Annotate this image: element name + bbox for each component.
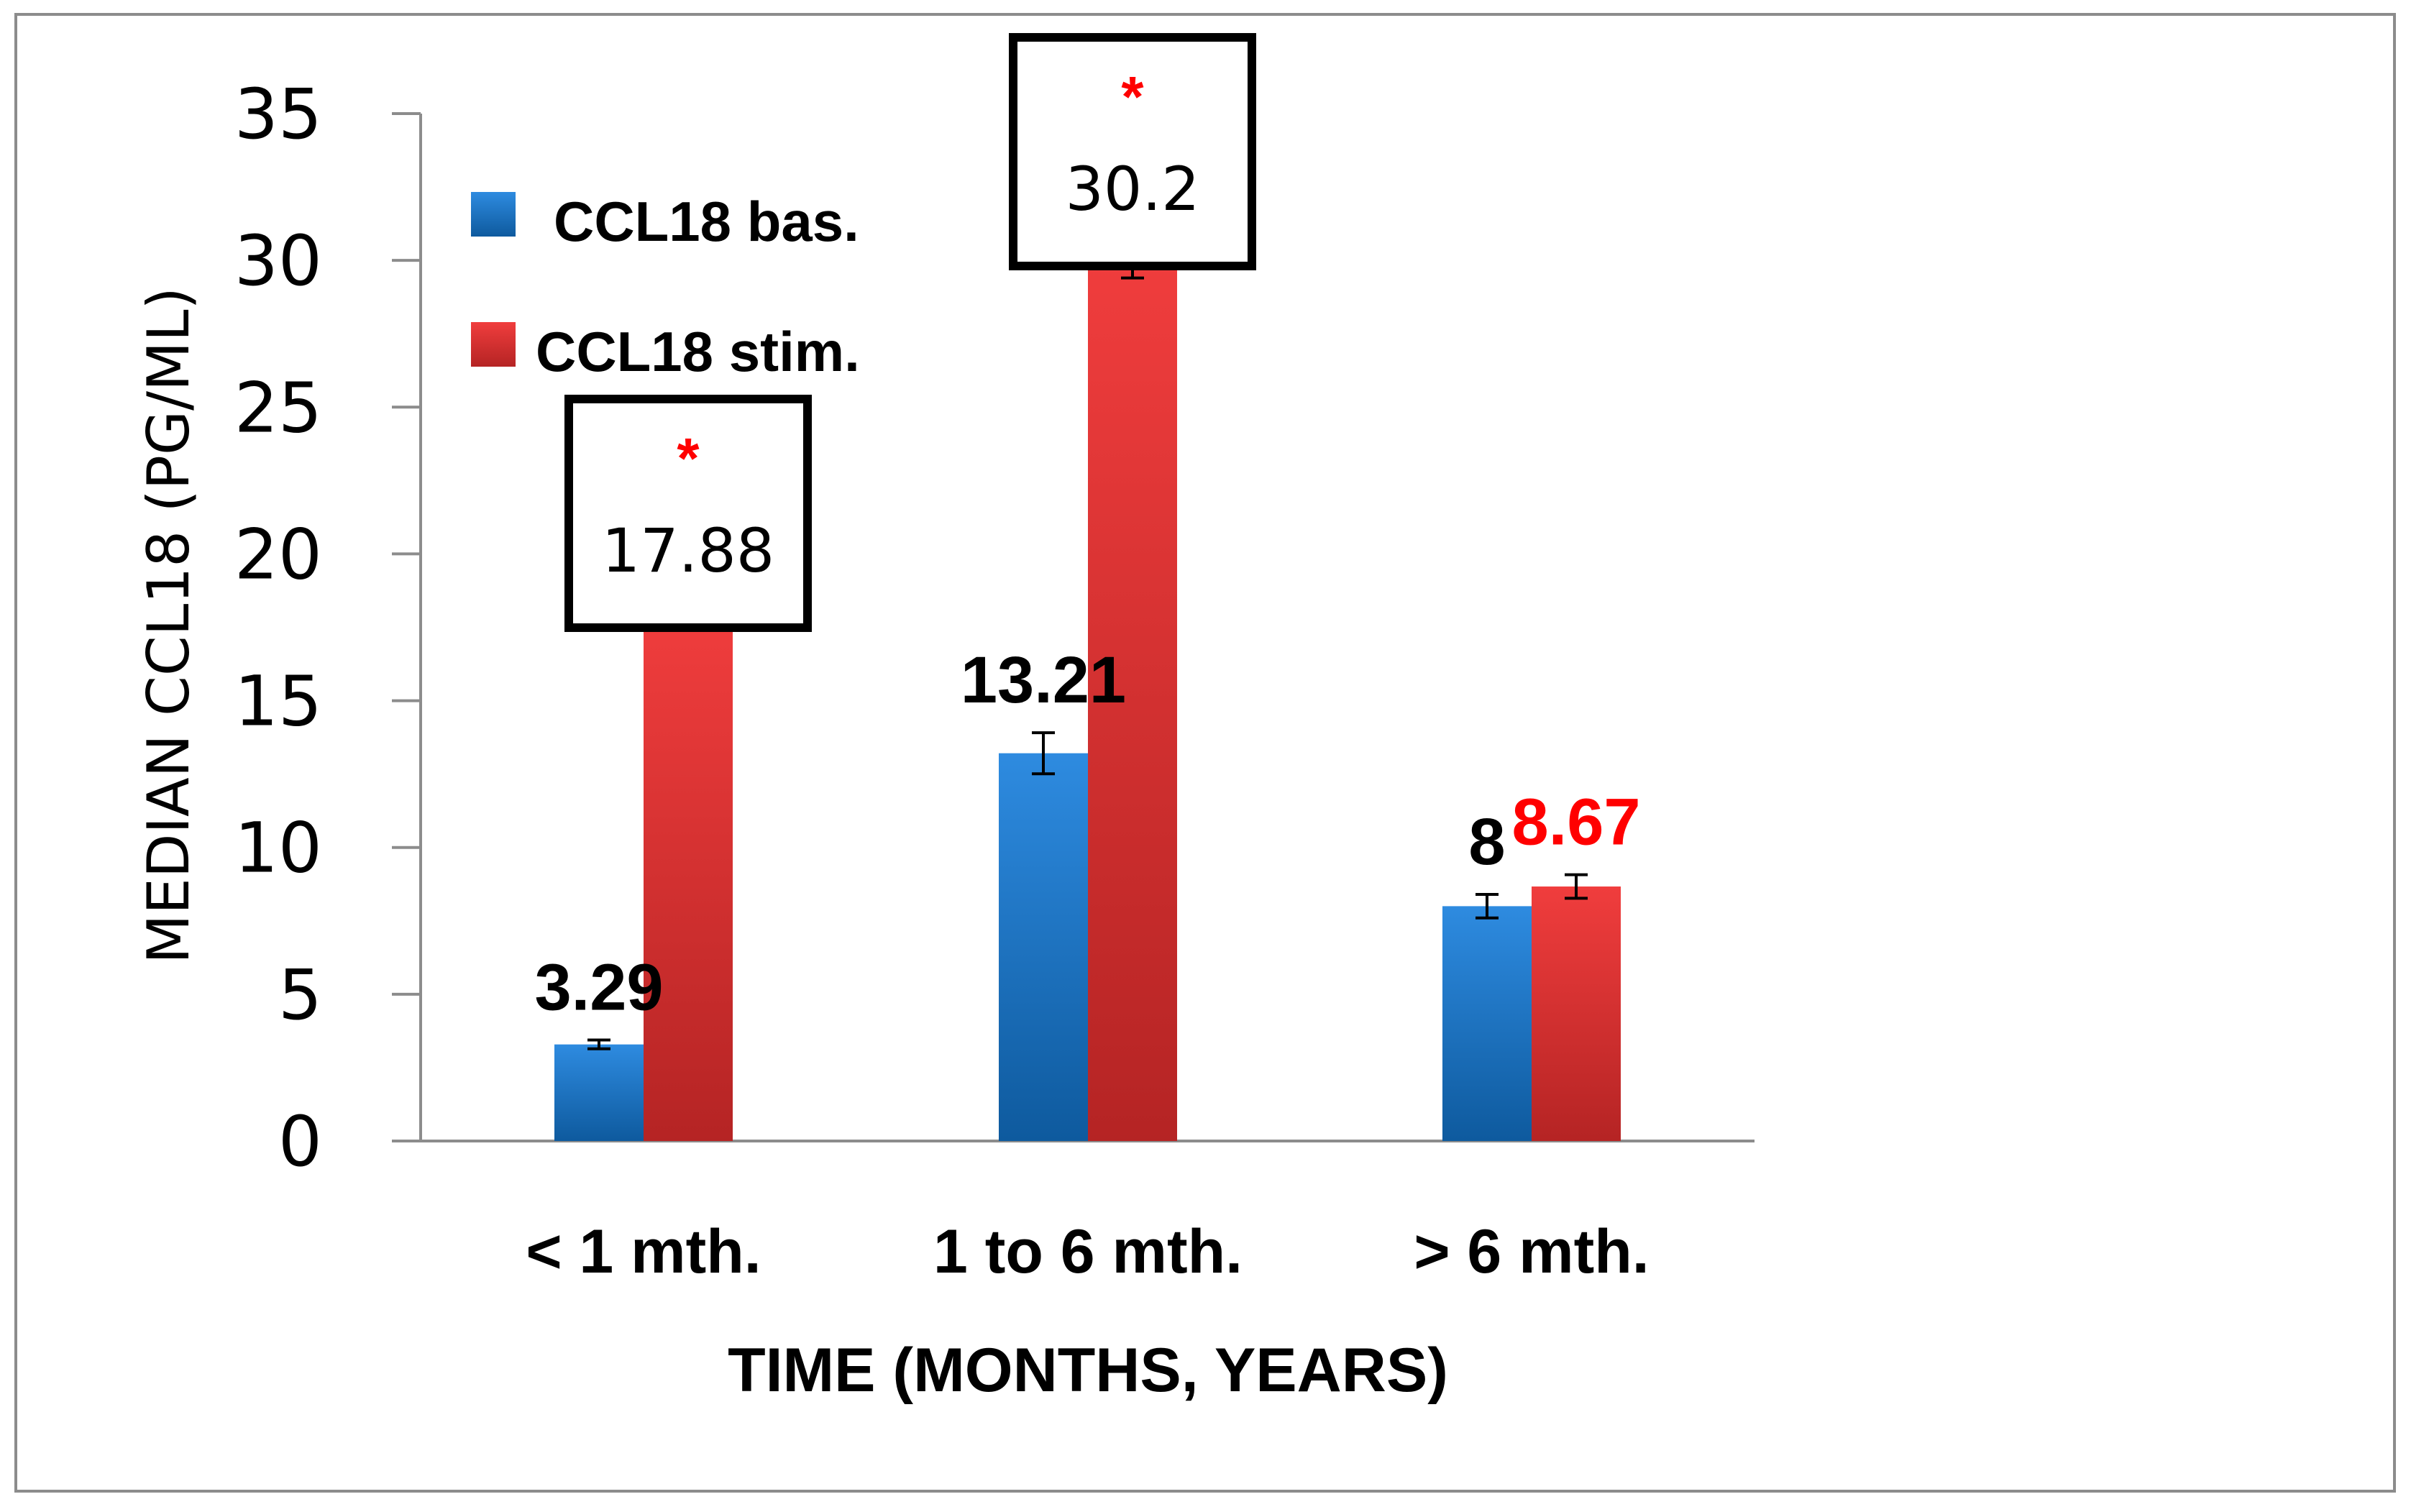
bar-stimulated [1088,254,1177,1141]
bar-stimulated [644,615,733,1141]
y-tick-label: 25 [234,367,322,448]
x-category-label: 1 to 6 mth. [933,1217,1243,1286]
legend-swatch [471,322,516,367]
y-tick-label: 10 [234,808,322,889]
legend-label: CCL18 stim. [536,320,860,383]
x-category-label: < 1 mth. [526,1217,761,1286]
y-tick-label: 30 [234,221,322,301]
significance-marker: * [677,426,700,490]
bars [554,254,1621,1141]
y-tick-label: 0 [278,1101,322,1182]
data-labels: 3.29 13.21 8 8.67 [534,643,1640,1024]
x-axis-title: TIME (MONTHS, YEARS) [728,1336,1448,1405]
bar-basal [1442,906,1532,1141]
y-tick-label: 20 [234,514,322,595]
bar-basal [554,1044,644,1141]
y-tick-label: 35 [234,74,322,155]
x-category-label: > 6 mth. [1414,1217,1649,1286]
legend-swatch [471,192,516,237]
legend: CCL18 bas. CCL18 stim. [471,190,860,383]
annotation-box [1009,32,1256,270]
error-bars [587,229,1588,1050]
axes: 0 5 10 15 20 25 30 35 MEDIAN CCL18 (PG/ML) < 1 mt… [135,74,1755,1405]
annotation-value: 30.2 [1065,154,1199,224]
data-label: 13.21 [961,643,1126,717]
bar-stimulated [1532,886,1621,1141]
legend-label: CCL18 bas. [554,190,859,253]
data-label: 8 [1468,805,1505,879]
y-tick-label: 5 [278,955,322,1035]
significance-marker: * [1121,65,1144,129]
y-axis-title: MEDIAN CCL18 (PG/ML) [135,287,202,963]
data-label: 8.67 [1511,786,1640,859]
annotation-box [564,394,812,632]
bar-basal [999,753,1088,1141]
data-label: 3.29 [534,951,663,1025]
y-tick-label: 15 [234,661,322,742]
annotation-value: 17.88 [602,516,774,586]
annotations: * 17.88 * 30.2 [564,32,1256,632]
